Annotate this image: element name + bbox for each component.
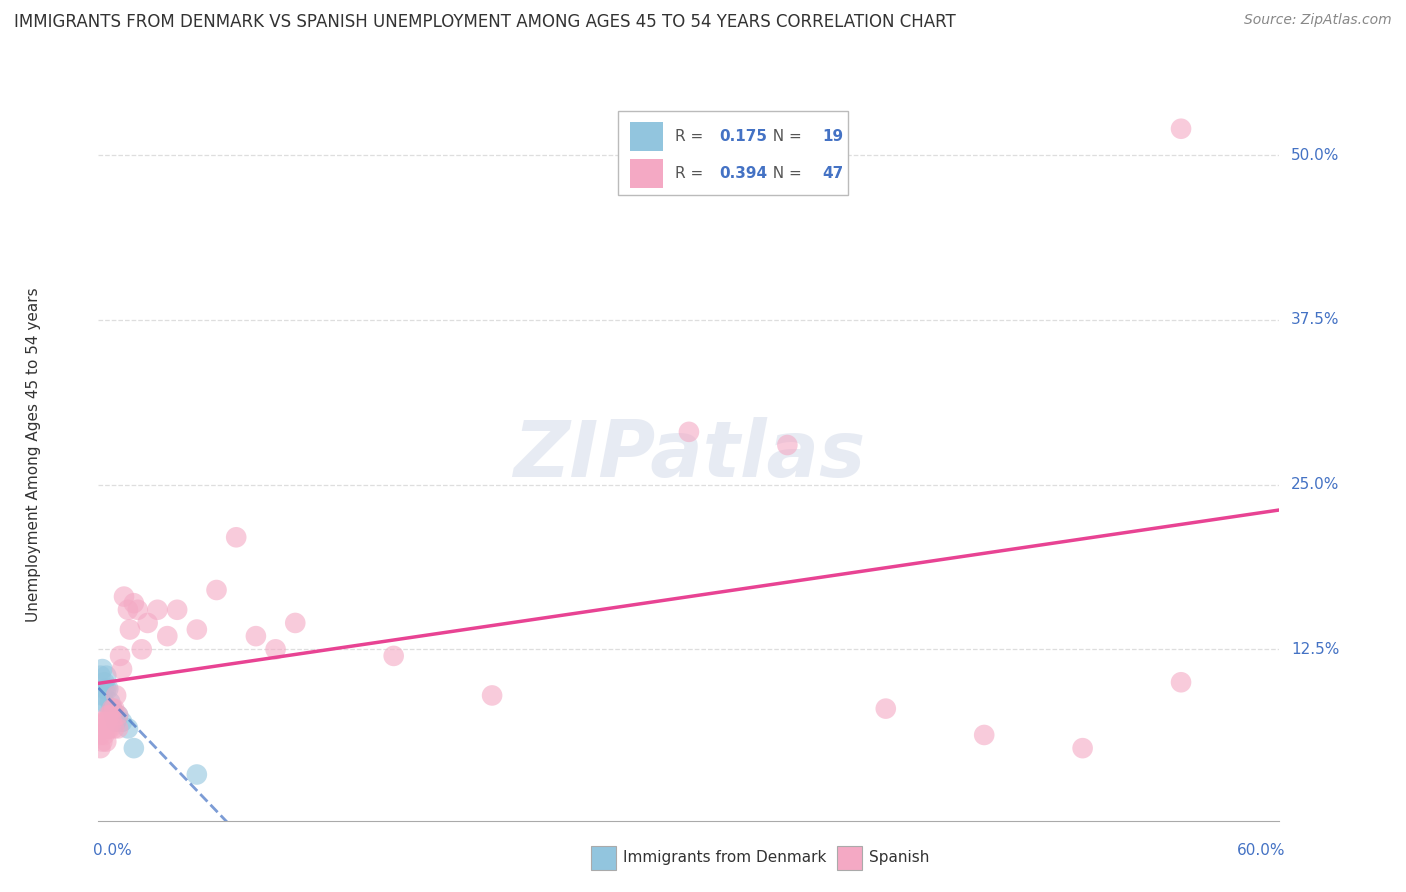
- Point: [108, 648, 131, 663]
- Point: [91, 689, 114, 703]
- Text: 37.5%: 37.5%: [1291, 312, 1340, 327]
- Point: [117, 722, 139, 736]
- Text: N =: N =: [763, 166, 807, 181]
- Point: [166, 603, 188, 617]
- Text: Immigrants from Denmark: Immigrants from Denmark: [623, 850, 827, 865]
- Point: [481, 689, 503, 703]
- Text: 50.0%: 50.0%: [1291, 147, 1340, 162]
- Point: [973, 728, 995, 742]
- Point: [131, 642, 153, 657]
- Text: Source: ZipAtlas.com: Source: ZipAtlas.com: [1244, 13, 1392, 28]
- Point: [1170, 675, 1192, 690]
- Point: [93, 714, 115, 729]
- Point: [93, 681, 115, 696]
- Text: N =: N =: [763, 129, 807, 145]
- Bar: [619, 112, 848, 195]
- Point: [1170, 121, 1192, 136]
- Point: [93, 728, 115, 742]
- Point: [225, 530, 247, 544]
- Point: [107, 722, 129, 736]
- Point: [103, 722, 125, 736]
- Point: [284, 615, 307, 630]
- Point: [1071, 741, 1094, 756]
- Text: 60.0%: 60.0%: [1237, 843, 1285, 857]
- Point: [89, 695, 111, 709]
- Text: 0.175: 0.175: [720, 129, 768, 145]
- Text: ZIPatlas: ZIPatlas: [513, 417, 865, 493]
- Point: [89, 668, 111, 682]
- Point: [91, 734, 114, 748]
- Point: [103, 701, 125, 715]
- Point: [101, 714, 124, 729]
- Text: R =: R =: [675, 129, 707, 145]
- Point: [96, 681, 118, 696]
- Point: [89, 714, 111, 729]
- Point: [186, 767, 208, 781]
- Point: [98, 722, 121, 736]
- Point: [186, 623, 208, 637]
- Text: 47: 47: [823, 166, 844, 181]
- Text: 25.0%: 25.0%: [1291, 477, 1340, 492]
- Point: [111, 714, 134, 729]
- Point: [96, 714, 118, 729]
- Point: [146, 603, 169, 617]
- Point: [96, 668, 118, 682]
- Bar: [630, 159, 664, 188]
- Text: 12.5%: 12.5%: [1291, 642, 1340, 657]
- Point: [156, 629, 179, 643]
- Point: [245, 629, 267, 643]
- Point: [105, 689, 128, 703]
- Point: [93, 695, 115, 709]
- Point: [118, 623, 141, 637]
- Point: [101, 701, 124, 715]
- Point: [96, 734, 118, 748]
- Text: Unemployment Among Ages 45 to 54 years: Unemployment Among Ages 45 to 54 years: [25, 287, 41, 623]
- Point: [122, 741, 145, 756]
- Point: [93, 675, 115, 690]
- Point: [89, 741, 111, 756]
- Point: [205, 582, 228, 597]
- Point: [97, 722, 120, 736]
- Point: [122, 596, 145, 610]
- Point: [91, 662, 114, 676]
- Text: R =: R =: [675, 166, 707, 181]
- Point: [98, 708, 121, 723]
- Point: [382, 648, 405, 663]
- Point: [117, 603, 139, 617]
- Point: [97, 681, 120, 696]
- Point: [111, 662, 134, 676]
- Point: [91, 722, 114, 736]
- Point: [264, 642, 287, 657]
- Point: [776, 438, 799, 452]
- Point: [98, 695, 121, 709]
- Point: [127, 603, 149, 617]
- Bar: [630, 122, 664, 152]
- Point: [136, 615, 159, 630]
- Point: [105, 714, 128, 729]
- Point: [875, 701, 897, 715]
- Point: [89, 728, 111, 742]
- Point: [103, 708, 125, 723]
- Point: [112, 590, 135, 604]
- Point: [107, 708, 129, 723]
- Point: [97, 708, 120, 723]
- Point: [101, 701, 124, 715]
- Text: Spanish: Spanish: [869, 850, 929, 865]
- Text: 0.394: 0.394: [720, 166, 768, 181]
- Point: [678, 425, 700, 439]
- Text: IMMIGRANTS FROM DENMARK VS SPANISH UNEMPLOYMENT AMONG AGES 45 TO 54 YEARS CORREL: IMMIGRANTS FROM DENMARK VS SPANISH UNEMP…: [14, 13, 956, 31]
- Text: 19: 19: [823, 129, 844, 145]
- Point: [107, 708, 129, 723]
- Text: 0.0%: 0.0%: [93, 843, 131, 857]
